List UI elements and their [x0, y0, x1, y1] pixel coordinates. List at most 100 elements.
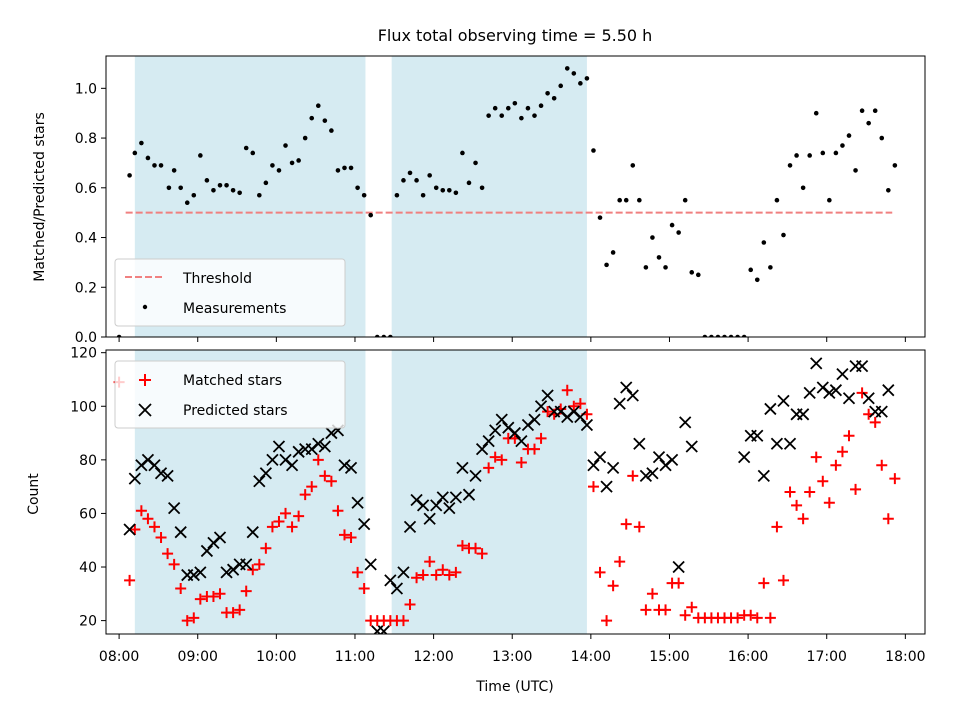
matched-point — [496, 454, 508, 466]
matched-point — [312, 454, 324, 466]
measurement-point — [781, 232, 786, 238]
top-points — [116, 66, 898, 337]
matched-point — [286, 521, 298, 533]
measurement-point — [604, 262, 609, 268]
top-ytick-label: 0.2 — [75, 280, 97, 296]
measurement-point — [427, 173, 432, 178]
predicted-point — [174, 526, 187, 539]
measurement-point — [466, 180, 472, 186]
matched-point — [620, 518, 632, 530]
measurement-point — [610, 250, 616, 255]
measurement-point — [486, 113, 491, 118]
legend-bottom-frame — [114, 360, 346, 429]
measurement-point — [394, 192, 400, 198]
predicted-point — [515, 434, 528, 448]
measurement-point — [361, 192, 367, 198]
measurement-point — [132, 150, 138, 156]
measurement-point — [663, 265, 668, 270]
predicted-point — [764, 402, 777, 416]
measurement-point — [833, 150, 839, 156]
measurement-point — [879, 135, 885, 141]
predicted-point — [456, 461, 469, 475]
measurement-point — [702, 334, 708, 337]
matched-point — [266, 521, 278, 533]
matched-point — [561, 384, 573, 396]
predicted-point — [679, 416, 692, 429]
measurement-point — [774, 197, 780, 203]
matched-point — [830, 459, 842, 471]
predicted-point — [541, 389, 554, 402]
matched-point — [188, 612, 200, 624]
predicted-point — [423, 512, 436, 525]
measurement-point — [414, 178, 419, 183]
matched-point — [804, 486, 816, 498]
matched-point — [679, 609, 691, 621]
measurement-point — [388, 334, 393, 337]
measurement-point — [381, 334, 387, 337]
legend-bottom: Matched stars Predicted stars — [114, 360, 346, 429]
predicted-point — [266, 453, 279, 466]
bottom-observing-window-1 — [391, 350, 587, 634]
matched-point — [876, 459, 888, 471]
measurement-point — [538, 103, 544, 109]
matched-point — [227, 607, 239, 619]
predicted-point — [882, 384, 895, 397]
measurement-point — [348, 165, 354, 171]
predicted-point — [633, 437, 646, 450]
measurement-point — [696, 272, 701, 278]
matched-point — [273, 515, 285, 527]
predicted-point — [384, 574, 397, 587]
matched-point — [253, 558, 265, 570]
measurement-point — [813, 110, 819, 116]
matched-point — [345, 532, 357, 544]
predicted-point — [489, 424, 502, 437]
matched-point — [260, 542, 272, 554]
predicted-point — [613, 397, 626, 410]
measurement-point — [532, 113, 537, 118]
bottom-points — [113, 357, 901, 634]
matched-point — [810, 451, 822, 463]
measurement-point — [127, 173, 132, 178]
measurement-point — [355, 185, 360, 191]
measurement-point — [807, 153, 812, 158]
measurement-point — [709, 334, 714, 337]
matched-point — [483, 462, 495, 474]
predicted-point — [397, 566, 410, 579]
measurement-point — [545, 91, 550, 96]
bottom-ytick-label: 120 — [70, 346, 97, 362]
matched-point — [640, 604, 652, 616]
measurement-point — [191, 192, 197, 198]
predicted-point — [436, 491, 449, 504]
measurement-point — [204, 178, 210, 183]
predicted-point — [803, 386, 816, 400]
predicted-point — [240, 558, 253, 571]
predicted-point — [855, 359, 869, 373]
measurement-point — [166, 185, 172, 191]
xtick-label: 15:00 — [649, 649, 689, 665]
matched-point — [306, 481, 318, 493]
bottom-ytick-label: 60 — [79, 506, 97, 522]
measurement-point — [859, 108, 865, 114]
matched-point — [430, 569, 442, 581]
top-observing-window-1 — [391, 56, 587, 337]
measurement-point — [676, 230, 681, 235]
matched-point — [745, 609, 757, 621]
legend-measurements-label: Measurements — [183, 301, 286, 317]
measurement-point — [460, 150, 465, 156]
measurement-point — [257, 192, 262, 198]
measurement-point — [519, 115, 524, 121]
measurement-point — [551, 95, 557, 101]
xtick-label: 12:00 — [413, 649, 453, 665]
measurement-point — [735, 334, 740, 337]
matched-point — [456, 540, 468, 552]
measurement-point — [420, 192, 426, 198]
matched-point — [280, 507, 292, 519]
predicted-point — [829, 384, 843, 397]
matched-point — [352, 566, 364, 578]
bottom-panel: 20 40 60 80 100 120 08:00 09:00 10:00 11:00 12:00 1… — [70, 346, 925, 665]
measurement-point — [669, 222, 675, 228]
predicted-point — [161, 469, 174, 483]
measurement-point — [335, 168, 341, 173]
matched-point — [293, 510, 305, 522]
predicted-point — [534, 400, 548, 413]
